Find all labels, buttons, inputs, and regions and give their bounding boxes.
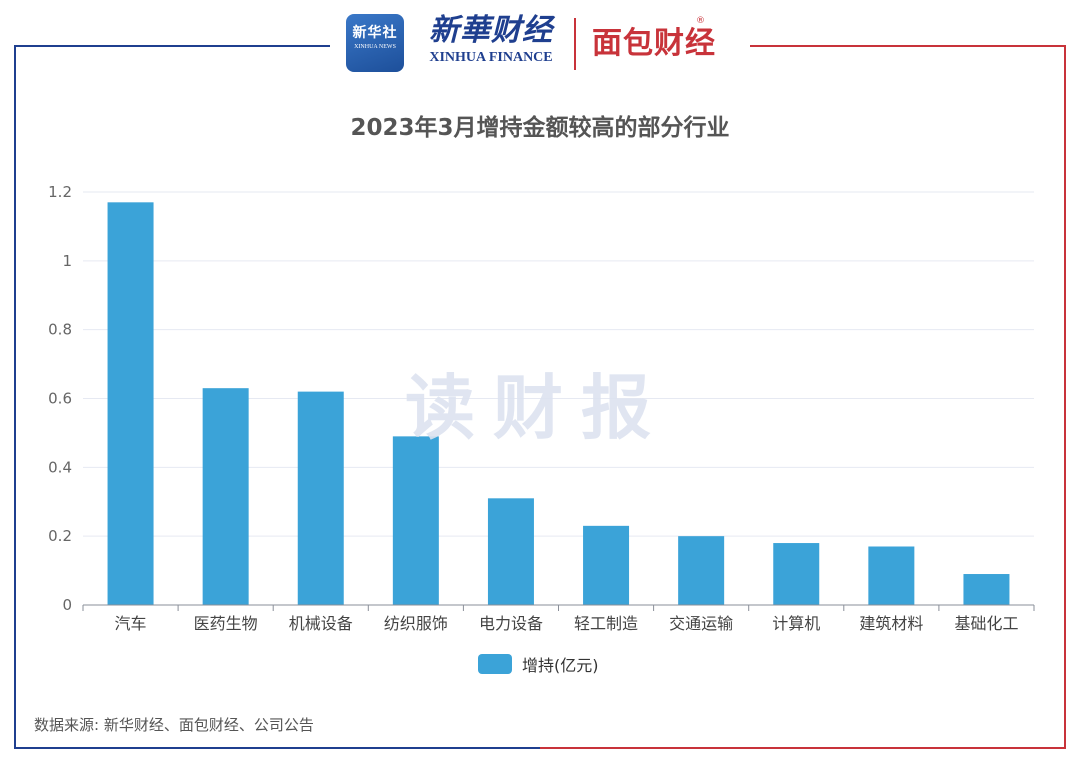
bar[interactable]: [487, 498, 534, 605]
y-tick-label: 1: [62, 252, 72, 270]
frame-right-line: [540, 45, 1066, 749]
source-note: 数据来源: 新华财经、面包财经、公司公告: [34, 716, 314, 734]
x-tick-label: 机械设备: [289, 614, 353, 633]
registered-mark: ®: [696, 16, 705, 26]
chart-title: 2023年3月增持金额较高的部分行业: [350, 115, 730, 141]
xinhua-finance-logo: 新華财经 XINHUA FINANCE: [416, 12, 566, 66]
x-tick-label: 纺织服饰: [384, 614, 448, 633]
bar[interactable]: [107, 202, 154, 605]
x-tick-label: 轻工制造: [574, 614, 638, 633]
xinhua-news-badge: 新华社 XINHUA NEWS: [346, 14, 404, 72]
bar[interactable]: [678, 536, 725, 605]
xinhua-finance-cn: 新華财经: [429, 13, 553, 48]
legend[interactable]: 增持(亿元): [478, 652, 599, 676]
y-tick-label: 0.2: [48, 527, 72, 545]
bar[interactable]: [773, 543, 820, 605]
bar[interactable]: [297, 391, 344, 605]
y-tick-label: 0.8: [48, 321, 72, 339]
mianbao-finance-logo: 面包财经: [592, 26, 716, 61]
bars: [107, 202, 1010, 605]
logo-divider: [574, 18, 576, 70]
bar[interactable]: [963, 574, 1010, 605]
y-tick-label: 0.6: [48, 390, 72, 408]
y-tick-label: 0.4: [48, 458, 72, 476]
header-logos: 新华社 XINHUA NEWS 新華财经 XINHUA FINANCE 面包财经…: [330, 8, 750, 78]
x-tick-label: 建筑材料: [859, 614, 923, 633]
watermark: 读财报: [405, 367, 669, 449]
bar[interactable]: [202, 388, 249, 605]
x-tick-label: 基础化工: [954, 614, 1018, 633]
y-axis-ticks: 0 0.2 0.4 0.6 0.8 1 1.2: [48, 183, 72, 614]
x-tick-label: 计算机: [772, 614, 820, 633]
y-tick-label: 1.2: [48, 183, 72, 201]
frame-border: [14, 45, 1066, 749]
badge-main-text: 新华社: [352, 25, 398, 41]
x-tick-label: 医药生物: [194, 614, 258, 633]
x-axis-ticks: 汽车 医药生物 机械设备 纺织服饰 电力设备 轻工制造 交通运输 计算机 建筑材料 基础化工: [115, 614, 1019, 633]
bar[interactable]: [392, 436, 439, 605]
bar[interactable]: [868, 546, 915, 605]
x-tick-label: 交通运输: [669, 614, 733, 633]
x-tick-label: 电力设备: [479, 614, 543, 633]
bar[interactable]: [583, 525, 630, 605]
x-axis: [82, 604, 1035, 611]
legend-label: 增持(亿元): [522, 656, 599, 675]
legend-swatch: [478, 654, 512, 674]
frame-left-line: [14, 45, 540, 749]
y-tick-label: 0: [62, 596, 72, 614]
xinhua-finance-en: XINHUA FINANCE: [429, 50, 553, 65]
x-tick-label: 汽车: [115, 614, 147, 633]
badge-sub-text: XINHUA NEWS: [354, 44, 396, 50]
